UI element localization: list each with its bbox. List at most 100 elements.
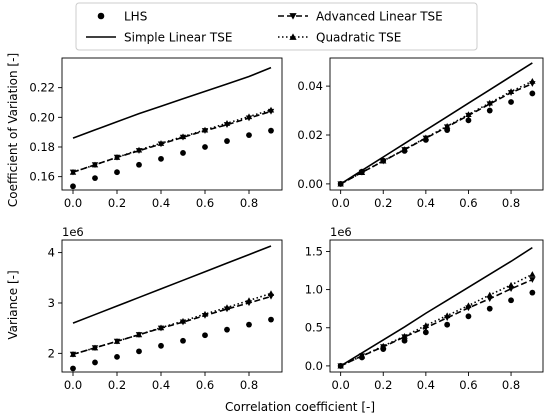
x-tick-label: 0.8 — [240, 378, 258, 392]
panel-bottom-left: 0.0 0.2 0.4 0.6 0.8 2 3 4 1e6 — [48, 225, 283, 392]
legend-entry: Simple Linear TSE — [86, 31, 232, 45]
data-point — [223, 120, 231, 126]
legend-entry: LHS — [97, 10, 147, 24]
data-point — [92, 175, 98, 182]
series-lhs — [337, 289, 536, 369]
data-point — [507, 88, 515, 95]
data-point — [486, 305, 493, 312]
y-tick-label: 4 — [48, 246, 55, 260]
data-point — [465, 302, 472, 309]
x-tick-label: 0.2 — [108, 378, 126, 392]
series-simple-linear-tse — [72, 66, 272, 139]
data-point — [401, 146, 408, 152]
x-tick-label: 0.8 — [502, 196, 520, 210]
data-point — [158, 342, 164, 349]
data-point — [337, 362, 344, 369]
panel-top-right: 0.0 0.2 0.4 0.6 0.8 0.00 0.02 0.04 — [297, 57, 544, 210]
x-tick-label: 0.4 — [152, 196, 170, 210]
data-point — [245, 297, 253, 304]
data-point — [486, 99, 493, 106]
x-tick-label: 0.0 — [332, 196, 350, 210]
data-point — [380, 157, 387, 164]
data-point — [507, 281, 515, 288]
y-tick-label: 2 — [48, 346, 55, 360]
data-point — [507, 286, 515, 293]
data-point — [180, 337, 186, 344]
ylabel-bottom: Variance [-] — [6, 270, 20, 339]
legend-marker — [97, 12, 105, 20]
x-tick-label: 0.2 — [108, 196, 126, 210]
data-point — [91, 344, 99, 351]
data-point — [486, 291, 493, 298]
data-point — [246, 321, 252, 328]
data-point — [465, 111, 472, 118]
series-advanced-linear-tse — [337, 81, 536, 188]
y-tick-label: 0.16 — [29, 170, 55, 184]
y-tick-label: 1.0 — [305, 283, 323, 297]
series-quadratic-tse — [69, 290, 275, 357]
series-quadratic-tse — [69, 106, 275, 175]
offset-label: 1e6 — [330, 225, 352, 239]
series-quadratic-tse — [337, 78, 536, 187]
series-line — [340, 273, 533, 367]
series-advanced-linear-tse — [69, 108, 275, 176]
x-tick-label: 0.8 — [240, 196, 258, 210]
plot-frame — [329, 57, 544, 191]
data-point — [136, 161, 142, 168]
legend: LHS Simple Linear TSE Advanced Linear TSE Q… — [75, 2, 478, 51]
series-lhs — [70, 316, 274, 372]
offset-label: 1e6 — [62, 225, 84, 239]
data-point — [422, 134, 430, 141]
data-point — [158, 155, 164, 162]
y-tick-label: 0.02 — [297, 128, 323, 142]
y-tick-label: 1.5 — [305, 244, 323, 258]
data-point — [267, 290, 275, 296]
legend-label: Quadratic TSE — [316, 31, 401, 45]
series-line — [340, 246, 533, 367]
x-tick-label: 0.6 — [459, 378, 477, 392]
data-point — [422, 329, 429, 336]
data-point — [114, 169, 120, 176]
data-point — [180, 150, 186, 156]
data-point — [70, 365, 76, 372]
ylabel-top: Coefficient of Variation [-] — [6, 53, 20, 207]
x-tick-label: 0.0 — [64, 378, 82, 392]
xlabel: Correlation coefficient [-] — [225, 400, 375, 414]
x-tick-label: 0.6 — [196, 378, 214, 392]
series-simple-linear-tse — [340, 246, 533, 367]
x-tick-label: 0.2 — [374, 378, 392, 392]
data-point — [401, 332, 408, 339]
data-point — [70, 183, 76, 190]
x-tick-label: 0.4 — [417, 378, 435, 392]
x-tick-label: 0.6 — [196, 196, 214, 210]
series-lhs — [337, 90, 536, 187]
data-point — [443, 123, 451, 129]
plot-frame — [61, 57, 283, 191]
data-point — [465, 313, 472, 320]
data-point — [135, 331, 143, 338]
data-point — [157, 140, 165, 146]
data-point — [486, 107, 493, 114]
data-point — [113, 154, 121, 160]
data-point — [69, 351, 77, 357]
x-tick-label: 0.2 — [374, 196, 392, 210]
x-tick-label: 0.8 — [502, 378, 520, 392]
legend-marker — [289, 33, 297, 40]
series-line — [340, 62, 533, 185]
data-point — [337, 180, 344, 187]
y-tick-label: 0.22 — [29, 81, 55, 95]
data-point — [224, 326, 230, 333]
data-point — [223, 304, 231, 311]
data-point — [529, 90, 536, 97]
data-point — [268, 316, 274, 323]
x-tick-label: 0.0 — [64, 196, 82, 210]
data-point — [529, 289, 536, 296]
data-point — [157, 324, 165, 331]
data-point — [508, 297, 514, 304]
series-line — [340, 278, 533, 367]
x-tick-label: 0.6 — [459, 196, 477, 210]
y-tick-label: 0.04 — [297, 79, 323, 93]
legend-frame — [75, 2, 478, 51]
x-tick-label: 0.4 — [417, 196, 435, 210]
